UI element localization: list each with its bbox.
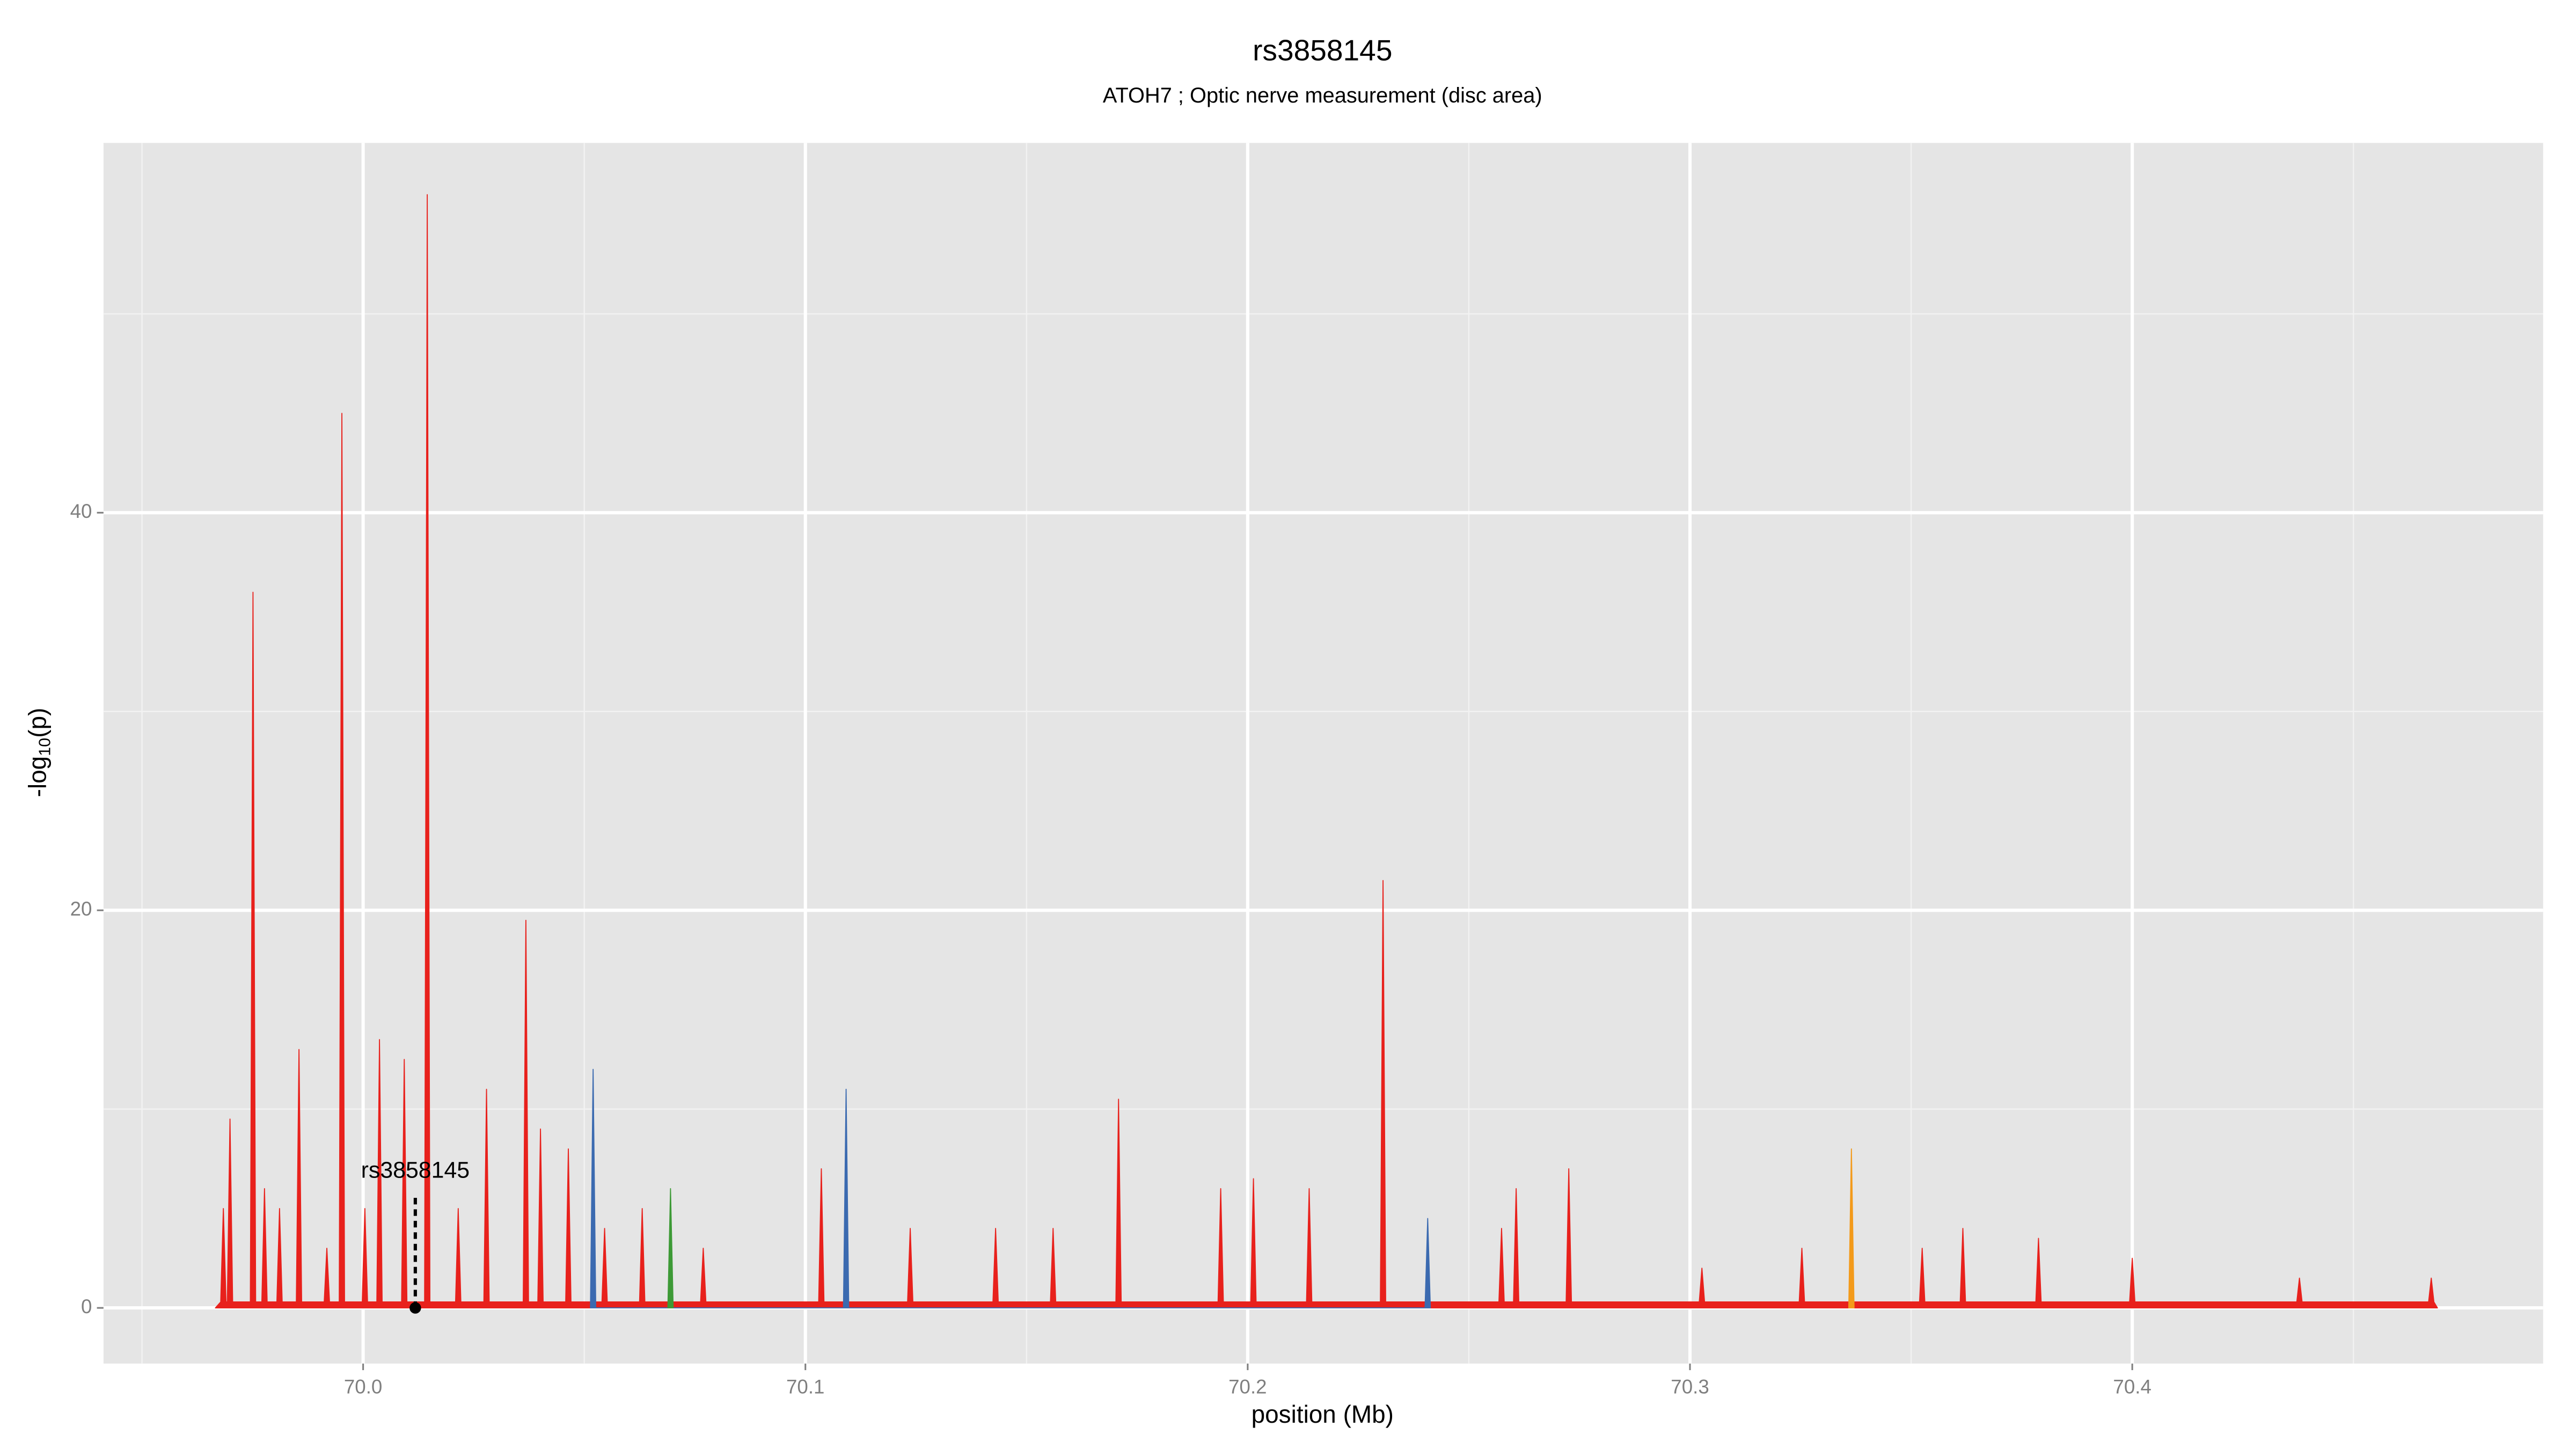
chart-title: rs3858145 — [1253, 34, 1392, 67]
area — [1848, 1148, 1855, 1309]
chart-subtitle: ATOH7 ; Optic nerve measurement (disc ar… — [1103, 84, 1542, 107]
x-tick-label: 70.2 — [1228, 1375, 1267, 1397]
y-tick-label: 20 — [70, 898, 92, 920]
annotation-point — [409, 1302, 421, 1314]
x-tick-label: 70.0 — [344, 1375, 382, 1397]
x-tick-label: 70.4 — [2113, 1375, 2151, 1397]
x-tick-label: 70.3 — [1671, 1375, 1709, 1397]
x-axis-label: position (Mb) — [1252, 1400, 1394, 1428]
y-axis-label-part: -log — [24, 756, 52, 797]
y-tick-label: 40 — [70, 500, 92, 522]
area — [215, 194, 2438, 1309]
y-tick-label: 0 — [81, 1296, 92, 1318]
area — [590, 1069, 1431, 1309]
annotation-label: rs3858145 — [361, 1157, 470, 1183]
y-axis-label: -log10(p) — [24, 708, 54, 797]
y-axis-label-part: (p) — [24, 708, 52, 738]
y-axis-label-part: 10 — [36, 738, 54, 756]
x-tick-label: 70.1 — [786, 1375, 824, 1397]
plot-background — [103, 143, 2543, 1364]
area — [667, 1188, 674, 1309]
